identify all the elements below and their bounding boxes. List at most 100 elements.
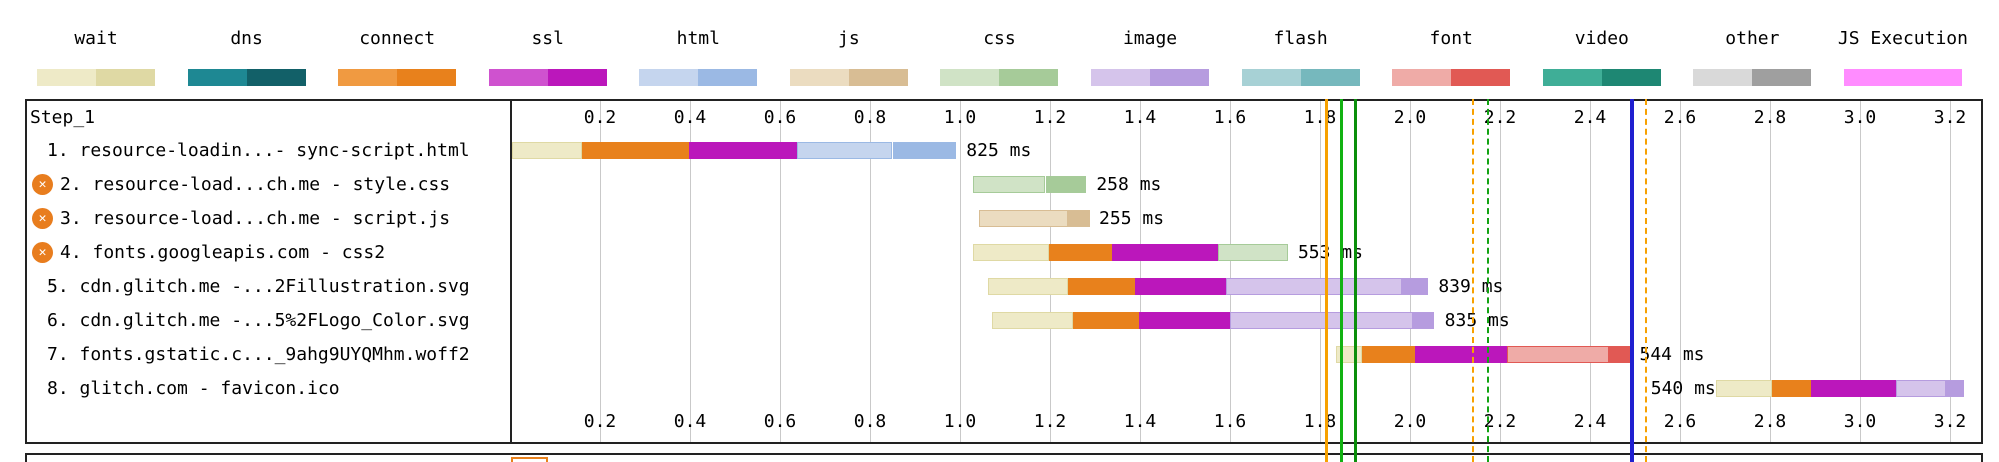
waterfall-bar-segment-image[interactable] — [1896, 380, 1946, 397]
waterfall-bar-segment-font[interactable] — [1507, 346, 1609, 363]
legend-label: dns — [230, 28, 263, 49]
legend-item-ssl: ssl — [484, 28, 612, 86]
request-url-label: 8. glitch.com - favicon.ico — [47, 377, 340, 399]
swatch-light-half — [1241, 69, 1301, 86]
waterfall-bar-segment-font[interactable] — [1608, 346, 1630, 363]
legend-item-flash: flash — [1237, 28, 1365, 86]
waterfall-bar-segment-wait[interactable] — [987, 278, 1069, 295]
waterfall-bar-segment-css[interactable] — [1045, 176, 1087, 193]
gridline — [1320, 101, 1321, 442]
time-tick-label: 0.8 — [853, 107, 887, 128]
waterfall-bar-segment-wait[interactable] — [972, 244, 1050, 261]
waterfall-bar-segment-ssl[interactable] — [1138, 312, 1231, 329]
video-color-swatch — [1542, 69, 1661, 86]
waterfall-bar-segment-wait[interactable] — [1716, 380, 1773, 397]
time-tick-label: 3.2 — [1933, 411, 1967, 432]
request-row-label[interactable]: 7. fonts.gstatic.c..._9ahg9UYQMhm.woff2 — [27, 337, 508, 371]
gridline — [870, 101, 871, 442]
gridline — [1680, 101, 1681, 442]
waterfall-bar-segment-image[interactable] — [1945, 380, 1964, 397]
phase-legend: wait dns connect ssl html js css image flash font… — [0, 28, 1999, 86]
waterfall-bar-segment-html[interactable] — [892, 142, 957, 159]
flash-color-swatch — [1241, 69, 1360, 86]
request-url-label: 7. fonts.gstatic.c..._9ahg9UYQMhm.woff2 — [47, 343, 470, 365]
swatch-dark-half — [1601, 69, 1661, 86]
request-row-label[interactable]: ✕ 4. fonts.googleapis.com - css2 — [27, 235, 508, 269]
waterfall-bar-segment-wait[interactable] — [1336, 346, 1362, 363]
waterfall-bar-segment-ssl[interactable] — [1810, 380, 1896, 397]
request-duration-label: 835 ms — [1444, 310, 1510, 331]
waterfall-bar-segment-image[interactable] — [1412, 312, 1435, 329]
html-color-swatch — [639, 69, 758, 86]
waterfall-bar-segment-js[interactable] — [1068, 210, 1091, 227]
time-tick-label: 1.6 — [1213, 411, 1247, 432]
waterfall-bar-segment-html[interactable] — [796, 142, 893, 159]
legend-label: wait — [74, 28, 118, 49]
swatch-dark-half — [397, 69, 457, 86]
time-tick-label: 3.0 — [1843, 411, 1877, 432]
legend-label: other — [1725, 28, 1780, 49]
swatch-dark-half — [698, 69, 758, 86]
time-axis-top: 0.2 0.4 0.6 0.8 1.0 1.2 1.4 1.6 1.8 2.0 2.2 2.4 2.6 2… — [510, 101, 1981, 133]
request-url-label: 2. resource-load...ch.me - style.css — [60, 173, 451, 195]
request-url-label: 6. cdn.glitch.me -...5%2FLogo_Color.svg — [47, 309, 470, 331]
request-url-label: 1. resource-loadin...- sync-script.html — [47, 139, 470, 161]
swatch-light-half — [37, 69, 96, 86]
swatch-dark-half — [246, 69, 306, 86]
legend-item-other: other — [1688, 28, 1816, 86]
time-tick-label: 3.0 — [1843, 107, 1877, 128]
time-tick-label: 2.0 — [1393, 107, 1427, 128]
legend-label: html — [676, 28, 720, 49]
waterfall-bar-segment-wait[interactable] — [991, 312, 1074, 329]
time-tick-label: 1.2 — [1033, 107, 1067, 128]
gridline-layer — [510, 101, 1981, 442]
waterfall-bar-segment-image[interactable] — [1402, 278, 1428, 295]
legend-label: font — [1429, 28, 1473, 49]
waterfall-bar-segment-ssl[interactable] — [688, 142, 797, 159]
legend-item-image: image — [1086, 28, 1214, 86]
legend-item-font: font — [1387, 28, 1515, 86]
dns-color-swatch — [187, 69, 306, 86]
waterfall-bar-segment-connect[interactable] — [582, 142, 689, 159]
waterfall-bar-segment-connect[interactable] — [1073, 312, 1139, 329]
gridline — [600, 101, 601, 442]
time-tick-label: 0.2 — [583, 411, 617, 432]
swatch-dark-half — [1451, 69, 1511, 86]
time-tick-label: 2.6 — [1663, 411, 1697, 432]
gridline — [1230, 101, 1231, 442]
waterfall-bar-segment-connect[interactable] — [1361, 346, 1416, 363]
swatch-light-half — [1693, 69, 1753, 86]
waterfall-bar-segment-ssl[interactable] — [1415, 346, 1508, 363]
font-color-swatch — [1392, 69, 1511, 86]
time-tick-label: 0.4 — [673, 411, 707, 432]
waterfall-bar-segment-css[interactable] — [1217, 244, 1288, 261]
request-row-label[interactable]: ✕ 2. resource-load...ch.me - style.css — [27, 167, 508, 201]
waterfall-bar-segment-connect[interactable] — [1049, 244, 1112, 261]
waterfall-bar-segment-css[interactable] — [972, 176, 1046, 193]
waterfall-bar-segment-ssl[interactable] — [1111, 244, 1218, 261]
waterfall-bar-segment-image[interactable] — [1230, 312, 1413, 329]
request-row-label[interactable]: 8. glitch.com - favicon.ico — [27, 371, 508, 405]
request-duration-label: 825 ms — [966, 140, 1032, 161]
legend-item-connect: connect — [333, 28, 461, 86]
request-duration-label: 540 ms — [1650, 378, 1716, 399]
time-tick-label: 2.8 — [1753, 107, 1787, 128]
ssl-color-swatch — [488, 69, 607, 86]
gridline — [1050, 101, 1051, 442]
waterfall-bar-segment-image[interactable] — [1226, 278, 1403, 295]
waterfall-bar-segment-js[interactable] — [979, 210, 1069, 227]
waterfall-bar-segment-connect[interactable] — [1772, 380, 1811, 397]
swatch-light-half — [187, 69, 247, 86]
waterfall-bar-segment-wait[interactable] — [512, 142, 582, 159]
request-row-label[interactable]: 1. resource-loadin...- sync-script.html — [27, 133, 508, 167]
gridline — [1860, 101, 1861, 442]
request-row-label[interactable]: 5. cdn.glitch.me -...2Fillustration.svg — [27, 269, 508, 303]
blocked-request-icon: ✕ — [32, 207, 53, 229]
request-row-label[interactable]: ✕ 3. resource-load...ch.me - script.js — [27, 201, 508, 235]
gridline — [1140, 101, 1141, 442]
waterfall-bar-segment-ssl[interactable] — [1134, 278, 1227, 295]
legend-label: video — [1574, 28, 1629, 49]
time-tick-label: 2.6 — [1663, 107, 1697, 128]
request-row-label[interactable]: 6. cdn.glitch.me -...5%2FLogo_Color.svg — [27, 303, 508, 337]
waterfall-bar-segment-connect[interactable] — [1068, 278, 1135, 295]
